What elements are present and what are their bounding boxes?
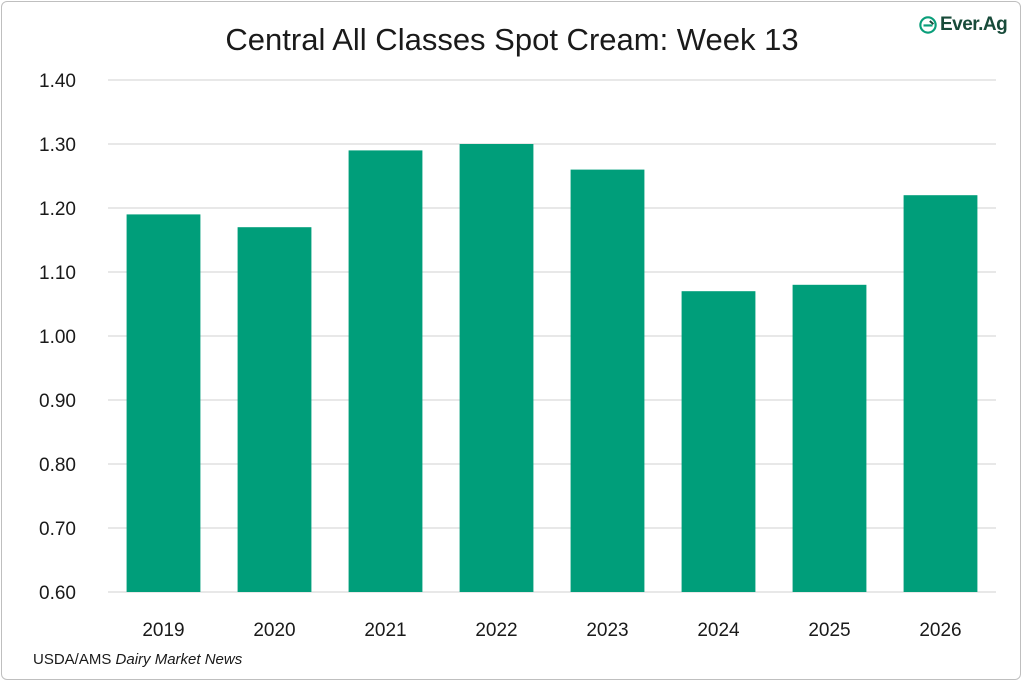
bar-2024	[681, 291, 756, 592]
y-tick-label-5: 1.10	[39, 263, 76, 284]
bar-2020	[237, 227, 312, 592]
x-tick-label-2026: 2026	[919, 620, 961, 641]
y-axis-ticks: 0.60 0.70 0.80 0.90 1.00 1.10 1.20 1.30 1.40	[39, 71, 76, 604]
y-tick-label-7: 1.30	[39, 135, 76, 156]
y-tick-label-4: 1.00	[39, 327, 76, 348]
y-tick-label-3: 0.90	[39, 391, 76, 412]
bar-2023	[570, 169, 645, 592]
y-tick-label-6: 1.20	[39, 199, 76, 220]
x-tick-label-2022: 2022	[475, 620, 517, 641]
x-tick-label-2025: 2025	[808, 620, 850, 641]
source-publication: Dairy Market News	[115, 651, 243, 668]
x-axis-ticks: 2019 2020 2021 2022 2023 2024 2025 2026	[142, 620, 961, 641]
y-tick-label-1: 0.70	[39, 519, 76, 540]
source-note: USDA/AMS Dairy Market News	[33, 651, 242, 668]
source-prefix: USDA/AMS	[33, 651, 112, 668]
x-tick-label-2024: 2024	[697, 620, 740, 641]
bar-2026	[903, 195, 978, 592]
bar-2019	[126, 214, 201, 592]
y-tick-label-8: 1.40	[39, 71, 76, 92]
bars	[126, 144, 978, 592]
ever-ag-logo: Ever.Ag	[919, 14, 1008, 36]
y-tick-label-2: 0.80	[39, 455, 76, 476]
x-tick-label-2021: 2021	[364, 620, 406, 641]
ever-ag-logo-text: Ever.Ag	[940, 14, 1008, 35]
x-tick-label-2019: 2019	[142, 620, 184, 641]
x-tick-label-2020: 2020	[253, 620, 295, 641]
ever-ag-logo-icon	[919, 16, 937, 34]
chart-title: Central All Classes Spot Cream: Week 13	[225, 22, 799, 57]
bar-2021	[348, 150, 423, 592]
y-tick-label-0: 0.60	[39, 583, 76, 604]
bar-2025	[792, 284, 867, 592]
bar-2022	[459, 144, 534, 592]
x-tick-label-2023: 2023	[586, 620, 628, 641]
